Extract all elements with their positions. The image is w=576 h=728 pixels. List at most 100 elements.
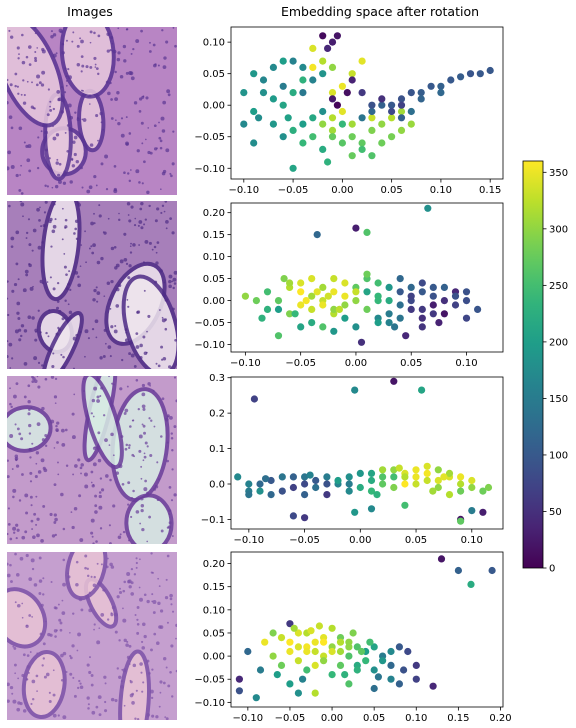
scatter-point-1-66	[407, 107, 415, 116]
scatter-point-1-76	[319, 107, 327, 116]
scatter-point-2-26	[297, 301, 305, 309]
scatter-point-2-85	[258, 314, 266, 322]
scatter-point-3-37	[379, 480, 387, 488]
scatter-point-2-48	[330, 275, 338, 283]
scatter-point-4-17	[345, 652, 353, 660]
colorbar-tick-label: 250	[549, 281, 568, 292]
scatter-point-3-41	[423, 469, 431, 477]
scatter-point-1-75	[309, 114, 317, 122]
scatter-point-4-46	[362, 657, 370, 665]
x-tick-label: 0.10	[405, 713, 427, 724]
embedding-scatter-2: −0.10 −0.05 0.00 0.05 0.10 −0.10 −0.05 0.00 0.05…	[194, 202, 504, 369]
histology-image-4	[7, 552, 177, 720]
scatter-point-4-10	[286, 620, 294, 628]
y-tick-label: 0.15	[203, 230, 225, 241]
scatter-point-3-6	[256, 480, 264, 488]
scatter-point-1-16	[338, 107, 346, 116]
scatter-point-3-69	[245, 491, 253, 499]
scatter-point-1-30	[250, 139, 258, 147]
scatter-point-1-20	[289, 57, 297, 65]
scatter-point-2-12	[330, 288, 338, 296]
scatter-point-1-79	[309, 76, 317, 84]
scatter-point-4-51	[303, 666, 311, 674]
scatter-point-4-52	[320, 657, 328, 665]
scatter-point-2-59	[319, 323, 327, 331]
scatter-point-3-0	[390, 377, 398, 385]
scatter-point-1-31	[299, 139, 307, 147]
scatter-point-4-48	[379, 657, 387, 665]
scatter-point-1-38	[348, 133, 356, 141]
x-tick-label: 0.05	[400, 358, 422, 369]
scatter-point-1-81	[319, 70, 327, 78]
scatter-point-2-10	[308, 292, 316, 300]
scatter-point-1-67	[397, 101, 406, 109]
scatter-point-2-60	[330, 305, 338, 313]
scatter-point-4-73	[315, 622, 323, 630]
scatter-point-4-68	[341, 671, 349, 679]
scatter-point-3-40	[412, 466, 420, 474]
scatter-point-1-68	[388, 107, 396, 116]
scatter-point-4-61	[336, 638, 345, 646]
scatter-point-3-1	[250, 395, 258, 403]
scatter-point-3-48	[323, 480, 331, 488]
x-tick-label: −0.10	[228, 185, 259, 196]
scatter-point-2-62	[352, 288, 360, 296]
scatter-point-2-25	[474, 305, 482, 313]
scatter-point-2-28	[319, 283, 327, 291]
scatter-point-1-73	[358, 114, 366, 122]
scatter-point-3-55	[468, 476, 476, 485]
scatter-point-2-42	[286, 310, 294, 318]
scatter-point-4-43	[336, 647, 345, 656]
scatter-point-1-64	[437, 89, 445, 97]
scatter-point-2-63	[363, 270, 371, 278]
scatter-point-3-8	[278, 487, 286, 495]
scatter-point-1-60	[457, 73, 465, 81]
scatter-point-4-75	[256, 666, 265, 674]
scatter-point-1-84	[368, 152, 376, 160]
scatter-point-1-48	[397, 126, 406, 134]
x-tick-label: −0.05	[285, 358, 316, 369]
scatter-point-2-82	[374, 319, 382, 327]
scatter-point-4-9	[277, 634, 286, 642]
scatter-point-3-44	[457, 487, 465, 495]
scatter-point-2-54	[396, 314, 404, 322]
scatter-point-3-15	[356, 469, 364, 477]
scatter-point-4-70	[400, 666, 408, 674]
scatter-point-4-3	[488, 566, 496, 575]
scatter-point-4-24	[404, 647, 412, 656]
scatter-point-1-42	[388, 114, 396, 122]
scatter-point-3-51	[390, 473, 398, 481]
scatter-point-3-68	[468, 507, 476, 515]
scatter-point-4-40	[311, 661, 319, 670]
x-tick-label: 0.15	[447, 713, 469, 724]
scatter-point-1-41	[378, 120, 386, 128]
x-tick-label: 0.05	[381, 185, 403, 196]
scatter-point-3-33	[334, 476, 342, 485]
scatter-point-2-9	[297, 279, 305, 287]
x-tick-label: −0.10	[234, 535, 265, 546]
scatter-point-2-21	[429, 292, 437, 300]
scatter-point-2-46	[308, 275, 316, 283]
scatter-point-4-55	[286, 638, 294, 646]
scatter-point-4-0	[437, 555, 446, 563]
scatter-point-4-72	[307, 627, 315, 635]
scatter-point-4-4	[235, 675, 243, 683]
y-tick-label: −0.05	[194, 675, 225, 686]
scatter-point-1-0	[319, 32, 327, 40]
scatter-point-3-53	[434, 483, 442, 492]
y-tick-label: −0.05	[194, 318, 225, 329]
x-tick-label: 0.00	[331, 185, 353, 196]
scatter-point-2-39	[440, 297, 448, 305]
scatter-point-2-61	[341, 292, 349, 300]
y-tick-label: 0.3	[209, 373, 225, 384]
scatter-point-3-52	[412, 480, 420, 488]
scatter-point-1-39	[368, 126, 376, 134]
scatter-point-2-89	[435, 319, 443, 327]
scatter-point-3-57	[401, 480, 409, 488]
scatter-point-4-42	[328, 624, 336, 632]
scatter-point-1-7	[309, 63, 317, 71]
scatter-point-4-39	[303, 643, 311, 651]
x-tick-label: −0.10	[230, 358, 261, 369]
embedding-scatter-4: −0.10 −0.05 0.00 0.05 0.10 0.15 0.20 −0.10 −0.05…	[194, 551, 512, 724]
scatter-point-2-16	[374, 292, 382, 300]
